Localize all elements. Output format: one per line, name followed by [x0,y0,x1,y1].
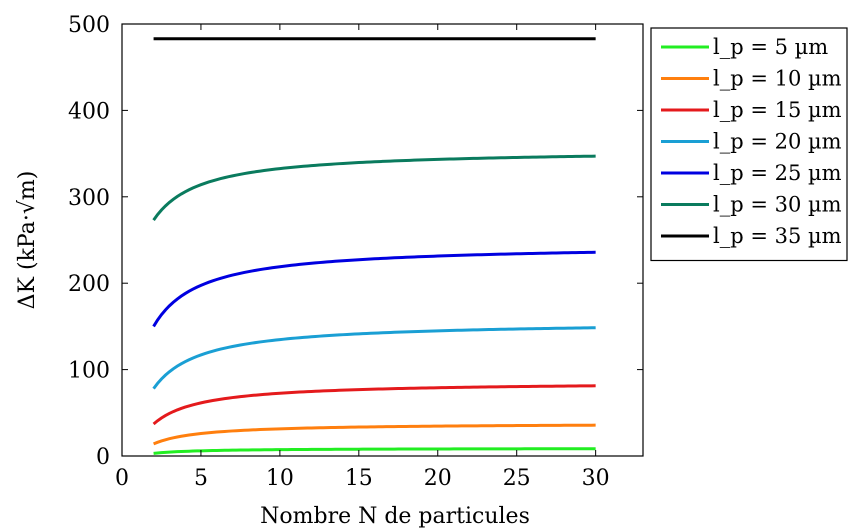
y-axis-label: ΔK (kPa·√m) [15,171,40,310]
series-line-3 [152,384,596,426]
x-tick-label: 30 [582,466,610,491]
legend-label-6: l_p = 30 µm [713,193,842,217]
series-line-2 [153,423,596,446]
y-tick-label: 300 [68,186,110,211]
x-tick-label: 10 [266,466,294,491]
legend: l_p = 5 µm l_p = 10 µm l_p = 15 µm l_p = 20… [650,27,848,262]
y-tick-label: 200 [68,272,110,297]
x-axis-label: Nombre N de particules [260,504,530,529]
series-line-1 [153,447,596,455]
series-line-4 [152,326,596,390]
y-tick-label: 100 [68,359,110,384]
plot-area [152,37,596,455]
series-line-5 [152,250,596,328]
legend-label-1: l_p = 5 µm [713,35,828,59]
legend-label-3: l_p = 15 µm [713,98,842,122]
legend-label-4: l_p = 20 µm [713,130,842,154]
y-tick-label: 500 [68,13,110,38]
plot-frame [121,23,644,457]
legend-box [650,27,848,262]
y-tick-label: 400 [68,99,110,124]
legend-label-5: l_p = 25 µm [713,161,842,185]
x-tick-label: 5 [194,466,208,491]
x-tick-label: 25 [503,466,531,491]
x-tick-label: 0 [115,466,129,491]
legend-label-7: l_p = 35 µm [713,224,842,248]
x-tick-label: 15 [345,466,373,491]
x-tick-label: 20 [424,466,452,491]
legend-label-2: l_p = 10 µm [713,67,842,91]
series-line-6 [152,154,596,222]
y-tick-label: 0 [96,445,110,470]
